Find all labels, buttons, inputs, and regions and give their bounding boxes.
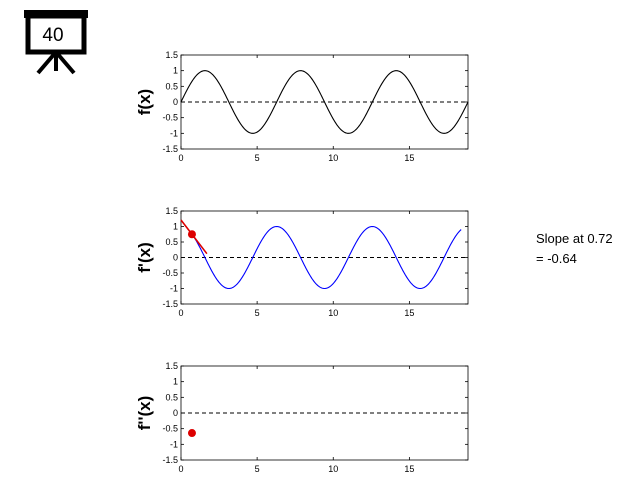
f-ytick-label: 1 xyxy=(173,66,178,76)
f-series-line xyxy=(180,70,469,134)
slope-annotation-line2: = -0.64 xyxy=(536,251,577,266)
df-ytick-label: -1.5 xyxy=(162,299,178,309)
ddf-xtick-label: 0 xyxy=(178,464,183,474)
ddf-ytick-label: -1 xyxy=(170,439,178,449)
df-xtick-label: 15 xyxy=(404,308,414,318)
df-xtick-label: 10 xyxy=(328,308,338,318)
ddf-xtick-label: 15 xyxy=(404,464,414,474)
ddf-scatter-point xyxy=(187,429,196,438)
f-xtick-label: 5 xyxy=(255,153,260,163)
subplots: 1.510.50-0.5-1-1.50 5 10 15f(x)1.510.50-0.5… xyxy=(135,50,469,474)
ddf-ylabel: f''(x) xyxy=(135,396,154,431)
f-ytick-label: 0.5 xyxy=(165,81,178,91)
ddf-xtick-label: 5 xyxy=(255,464,260,474)
df-ytick-label: 0 xyxy=(173,253,178,263)
f-panel: 1.510.50-0.5-1-1.50 5 10 15f(x) xyxy=(135,50,469,163)
f-ytick-label: -0.5 xyxy=(162,113,178,123)
ddf-ytick-label: 0 xyxy=(173,408,178,418)
ddf-panel: 1.510.50-0.5-1-1.50 5 10 15f''(x) xyxy=(135,361,469,474)
slope-annotation-line1: Slope at 0.72 xyxy=(536,231,613,246)
projector-screen-icon[interactable]: 40 xyxy=(24,10,88,75)
ddf-ytick-label: 1.5 xyxy=(165,361,178,371)
df-ytick-label: -1 xyxy=(170,284,178,294)
df-ytick-label: -0.5 xyxy=(162,268,178,278)
f-ytick-label: 0 xyxy=(173,97,178,107)
f-xtick-label: 10 xyxy=(328,153,338,163)
df-ytick-label: 0.5 xyxy=(165,237,178,247)
ddf-xtick-label: 10 xyxy=(328,464,338,474)
df-ytick-label: 1 xyxy=(173,222,178,232)
df-panel: 1.510.50-0.5-1-1.50 5 10 15f'(x) xyxy=(135,206,469,318)
df-series-line xyxy=(191,225,462,290)
badge-label: 40 xyxy=(42,25,63,46)
f-xtick-label: 15 xyxy=(404,153,414,163)
ddf-ytick-label: -1.5 xyxy=(162,455,178,465)
f-ytick-label: 1.5 xyxy=(165,50,178,60)
df-ylabel: f'(x) xyxy=(135,242,154,272)
f-ylabel: f(x) xyxy=(135,89,154,115)
df-marker-point xyxy=(187,230,196,239)
ddf-ytick-label: 0.5 xyxy=(165,392,178,402)
df-xtick-label: 0 xyxy=(178,308,183,318)
ddf-ytick-label: 1 xyxy=(173,377,178,387)
f-ytick-label: -1.5 xyxy=(162,144,178,154)
f-xtick-label: 0 xyxy=(178,153,183,163)
ddf-ytick-label: -0.5 xyxy=(162,424,178,434)
df-xtick-label: 5 xyxy=(255,308,260,318)
f-ytick-label: -1 xyxy=(170,128,178,138)
df-ytick-label: 1.5 xyxy=(165,206,178,216)
